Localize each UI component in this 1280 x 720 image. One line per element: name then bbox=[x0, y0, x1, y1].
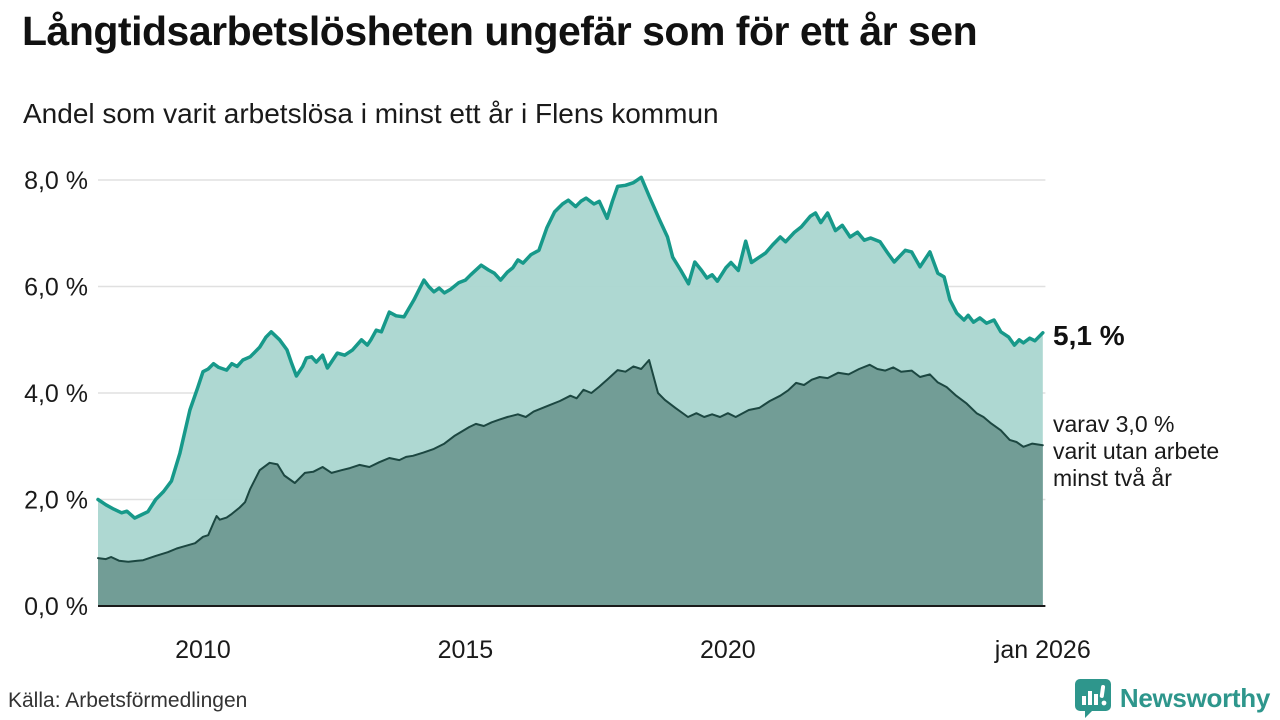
source-credit: Källa: Arbetsförmedlingen bbox=[8, 689, 248, 712]
page-title: Långtidsarbetslösheten ungefär som för e… bbox=[22, 8, 978, 54]
series-end-value-label: 5,1 % bbox=[1053, 320, 1125, 351]
brand-name: Newsworthy bbox=[1119, 682, 1270, 713]
x-tick-label: 2020 bbox=[700, 636, 756, 664]
annotation-line: varit utan arbete bbox=[1053, 438, 1220, 464]
line-one-year bbox=[96, 175, 1045, 520]
newsworthy-brand: Newsworthy bbox=[1074, 678, 1270, 718]
x-tick-label: jan 2026 bbox=[994, 636, 1091, 664]
y-tick-label: 4,0 % bbox=[24, 380, 88, 408]
y-tick-label: 6,0 % bbox=[24, 274, 88, 302]
x-tick-label: 2010 bbox=[175, 636, 231, 664]
y-tick-label: 0,0 % bbox=[24, 593, 88, 621]
annotation-line: minst två år bbox=[1053, 465, 1172, 491]
chart-subtitle: Andel som varit arbetslösa i minst ett å… bbox=[23, 98, 719, 129]
newsworthy-chart-bubble-icon bbox=[1074, 678, 1112, 718]
y-tick-label: 8,0 % bbox=[24, 167, 88, 195]
area-two-years bbox=[98, 360, 1043, 606]
annotation-line: varav 3,0 % bbox=[1053, 411, 1175, 437]
line-two-years bbox=[97, 359, 1044, 563]
series2-annotation: varav 3,0 % varit utan arbete minst två … bbox=[1053, 411, 1219, 492]
y-tick-label: 2,0 % bbox=[24, 487, 88, 515]
x-tick-label: 2015 bbox=[438, 636, 494, 664]
